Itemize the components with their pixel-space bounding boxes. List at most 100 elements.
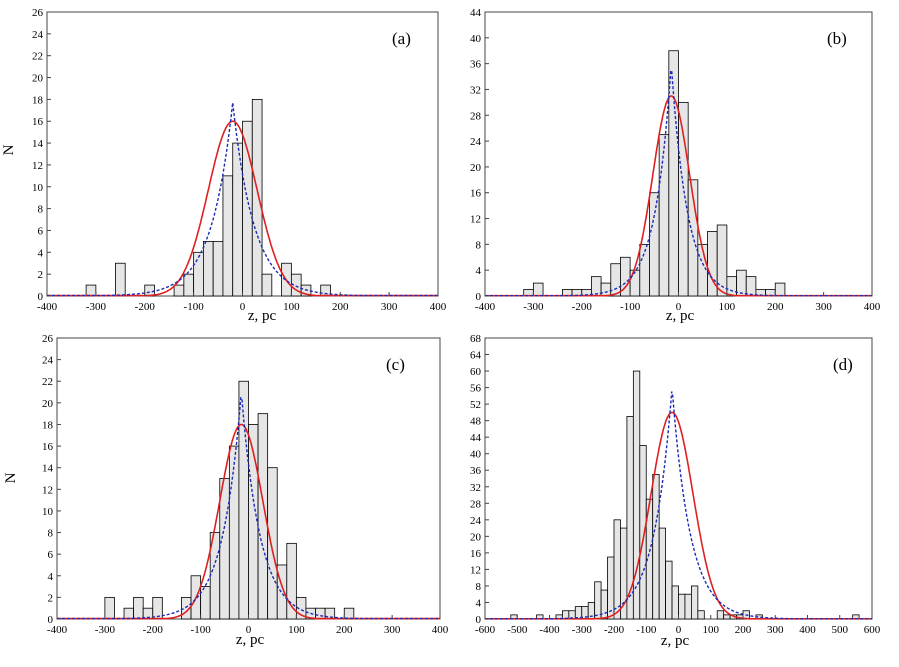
x-tick-label: 0 bbox=[240, 301, 246, 313]
y-tick-label: 8 bbox=[476, 239, 482, 251]
histogram-bar bbox=[678, 593, 686, 620]
x-tick-label: 0 bbox=[676, 301, 682, 313]
panel-label: (b) bbox=[827, 29, 847, 48]
histogram-bar bbox=[716, 224, 728, 297]
histogram-bar bbox=[85, 284, 97, 297]
y-tick-label: 28 bbox=[470, 110, 482, 122]
histogram-bar bbox=[658, 134, 670, 297]
x-tick-label: 0 bbox=[676, 624, 682, 636]
x-tick-label: -400 bbox=[47, 624, 68, 636]
x-axis-label: z, pc bbox=[666, 308, 695, 324]
panel-0: -400 -300 -200 -100 0 100 200 300 40002468101214… bbox=[1, 7, 447, 324]
y-tick-label: 28 bbox=[470, 498, 482, 510]
y-tick-label: 0 bbox=[48, 614, 54, 626]
y-tick-label: 20 bbox=[32, 73, 44, 85]
x-tick-label: -300 bbox=[95, 624, 116, 636]
x-tick-label: 500 bbox=[832, 624, 849, 636]
x-tick-label: 100 bbox=[283, 301, 300, 313]
y-tick-label: 2 bbox=[38, 269, 44, 281]
y-tick-label: 2 bbox=[48, 592, 54, 604]
histogram-bar bbox=[261, 273, 273, 297]
histogram-bar bbox=[736, 269, 747, 297]
x-tick-label: 400 bbox=[799, 624, 816, 636]
histogram-bar bbox=[726, 276, 737, 297]
histogram-bar bbox=[104, 596, 115, 620]
y-tick-label: 4 bbox=[476, 265, 482, 277]
histogram-bar bbox=[123, 607, 135, 620]
y-tick-label: 6 bbox=[38, 225, 44, 237]
histogram-bar bbox=[649, 192, 660, 297]
histogram-bar bbox=[658, 527, 667, 620]
x-tick-label: 200 bbox=[767, 301, 784, 313]
y-tick-label: 40 bbox=[470, 33, 482, 45]
y-tick-label: 36 bbox=[470, 465, 482, 477]
histogram-bar bbox=[251, 98, 263, 297]
y-tick-label: 32 bbox=[470, 482, 481, 494]
y-tick-label: 16 bbox=[470, 548, 482, 560]
y-tick-label: 24 bbox=[42, 355, 54, 367]
plot-frame bbox=[484, 337, 873, 620]
y-axis-label: N bbox=[3, 472, 19, 483]
x-tick-label: -100 bbox=[620, 301, 641, 313]
histogram-bar bbox=[532, 282, 544, 297]
x-tick-label: -400 bbox=[37, 301, 58, 313]
histogram-bar bbox=[671, 585, 679, 620]
y-tick-label: 36 bbox=[470, 59, 482, 71]
x-axis-label: z, pc bbox=[236, 632, 265, 648]
y-tick-label: 0 bbox=[476, 614, 482, 626]
histogram-bar bbox=[202, 240, 214, 297]
histogram-bar bbox=[200, 586, 211, 620]
y-tick-label: 44 bbox=[470, 7, 482, 19]
x-tick-label: 300 bbox=[815, 301, 832, 313]
x-tick-label: -300 bbox=[572, 624, 593, 636]
histogram-bar bbox=[343, 607, 355, 620]
x-tick-label: 300 bbox=[767, 624, 784, 636]
x-tick-label: 200 bbox=[735, 624, 752, 636]
exponential-fit-line bbox=[47, 102, 438, 297]
histogram-bar bbox=[183, 273, 195, 297]
y-tick-label: 20 bbox=[470, 162, 482, 174]
x-tick-label: -500 bbox=[507, 624, 528, 636]
y-tick-label: 18 bbox=[42, 419, 54, 431]
histogram-bar bbox=[315, 607, 326, 620]
y-tick-label: 6 bbox=[48, 549, 54, 561]
histogram-bar bbox=[639, 243, 650, 297]
y-axis-label: N bbox=[1, 144, 17, 155]
y-tick-label: 52 bbox=[470, 399, 481, 411]
histogram-bar bbox=[632, 370, 641, 620]
histogram-bar bbox=[607, 556, 615, 620]
panel-label: (d) bbox=[833, 355, 853, 374]
histogram-bar bbox=[626, 416, 634, 620]
panel-1: -400 -300 -200 -100 0 100 200 300 400 0 4 8 12 16 20 24… bbox=[470, 7, 881, 324]
y-tick-label: 14 bbox=[42, 463, 54, 475]
histogram-bar bbox=[745, 276, 757, 297]
y-tick-label: 64 bbox=[470, 350, 482, 362]
x-tick-label: -200 bbox=[572, 301, 593, 313]
y-tick-label: 16 bbox=[470, 188, 482, 200]
histogram-bar bbox=[324, 607, 336, 620]
y-tick-label: 10 bbox=[42, 506, 54, 518]
panel-label: (c) bbox=[386, 355, 405, 374]
y-tick-label: 4 bbox=[38, 247, 44, 259]
x-tick-label: -400 bbox=[539, 624, 560, 636]
y-tick-label: 24 bbox=[470, 136, 482, 148]
x-tick-label: 400 bbox=[430, 301, 447, 313]
histogram-bar bbox=[665, 560, 673, 620]
histogram-bar bbox=[697, 610, 705, 620]
y-tick-label: 24 bbox=[470, 515, 482, 527]
x-tick-label: 400 bbox=[864, 301, 881, 313]
y-tick-label: 20 bbox=[470, 531, 482, 543]
x-tick-label: 600 bbox=[864, 624, 881, 636]
histogram-bar bbox=[594, 581, 602, 620]
histogram-bar bbox=[610, 263, 621, 297]
panel-label: (a) bbox=[392, 29, 411, 48]
x-tick-label: 200 bbox=[336, 624, 353, 636]
y-tick-label: 8 bbox=[48, 528, 54, 540]
x-tick-label: 300 bbox=[381, 301, 398, 313]
y-tick-label: 4 bbox=[476, 597, 482, 609]
histogram-bar bbox=[286, 542, 297, 620]
y-tick-label: 44 bbox=[470, 432, 482, 444]
histogram-bar bbox=[639, 445, 647, 620]
y-tick-label: 48 bbox=[470, 416, 482, 428]
